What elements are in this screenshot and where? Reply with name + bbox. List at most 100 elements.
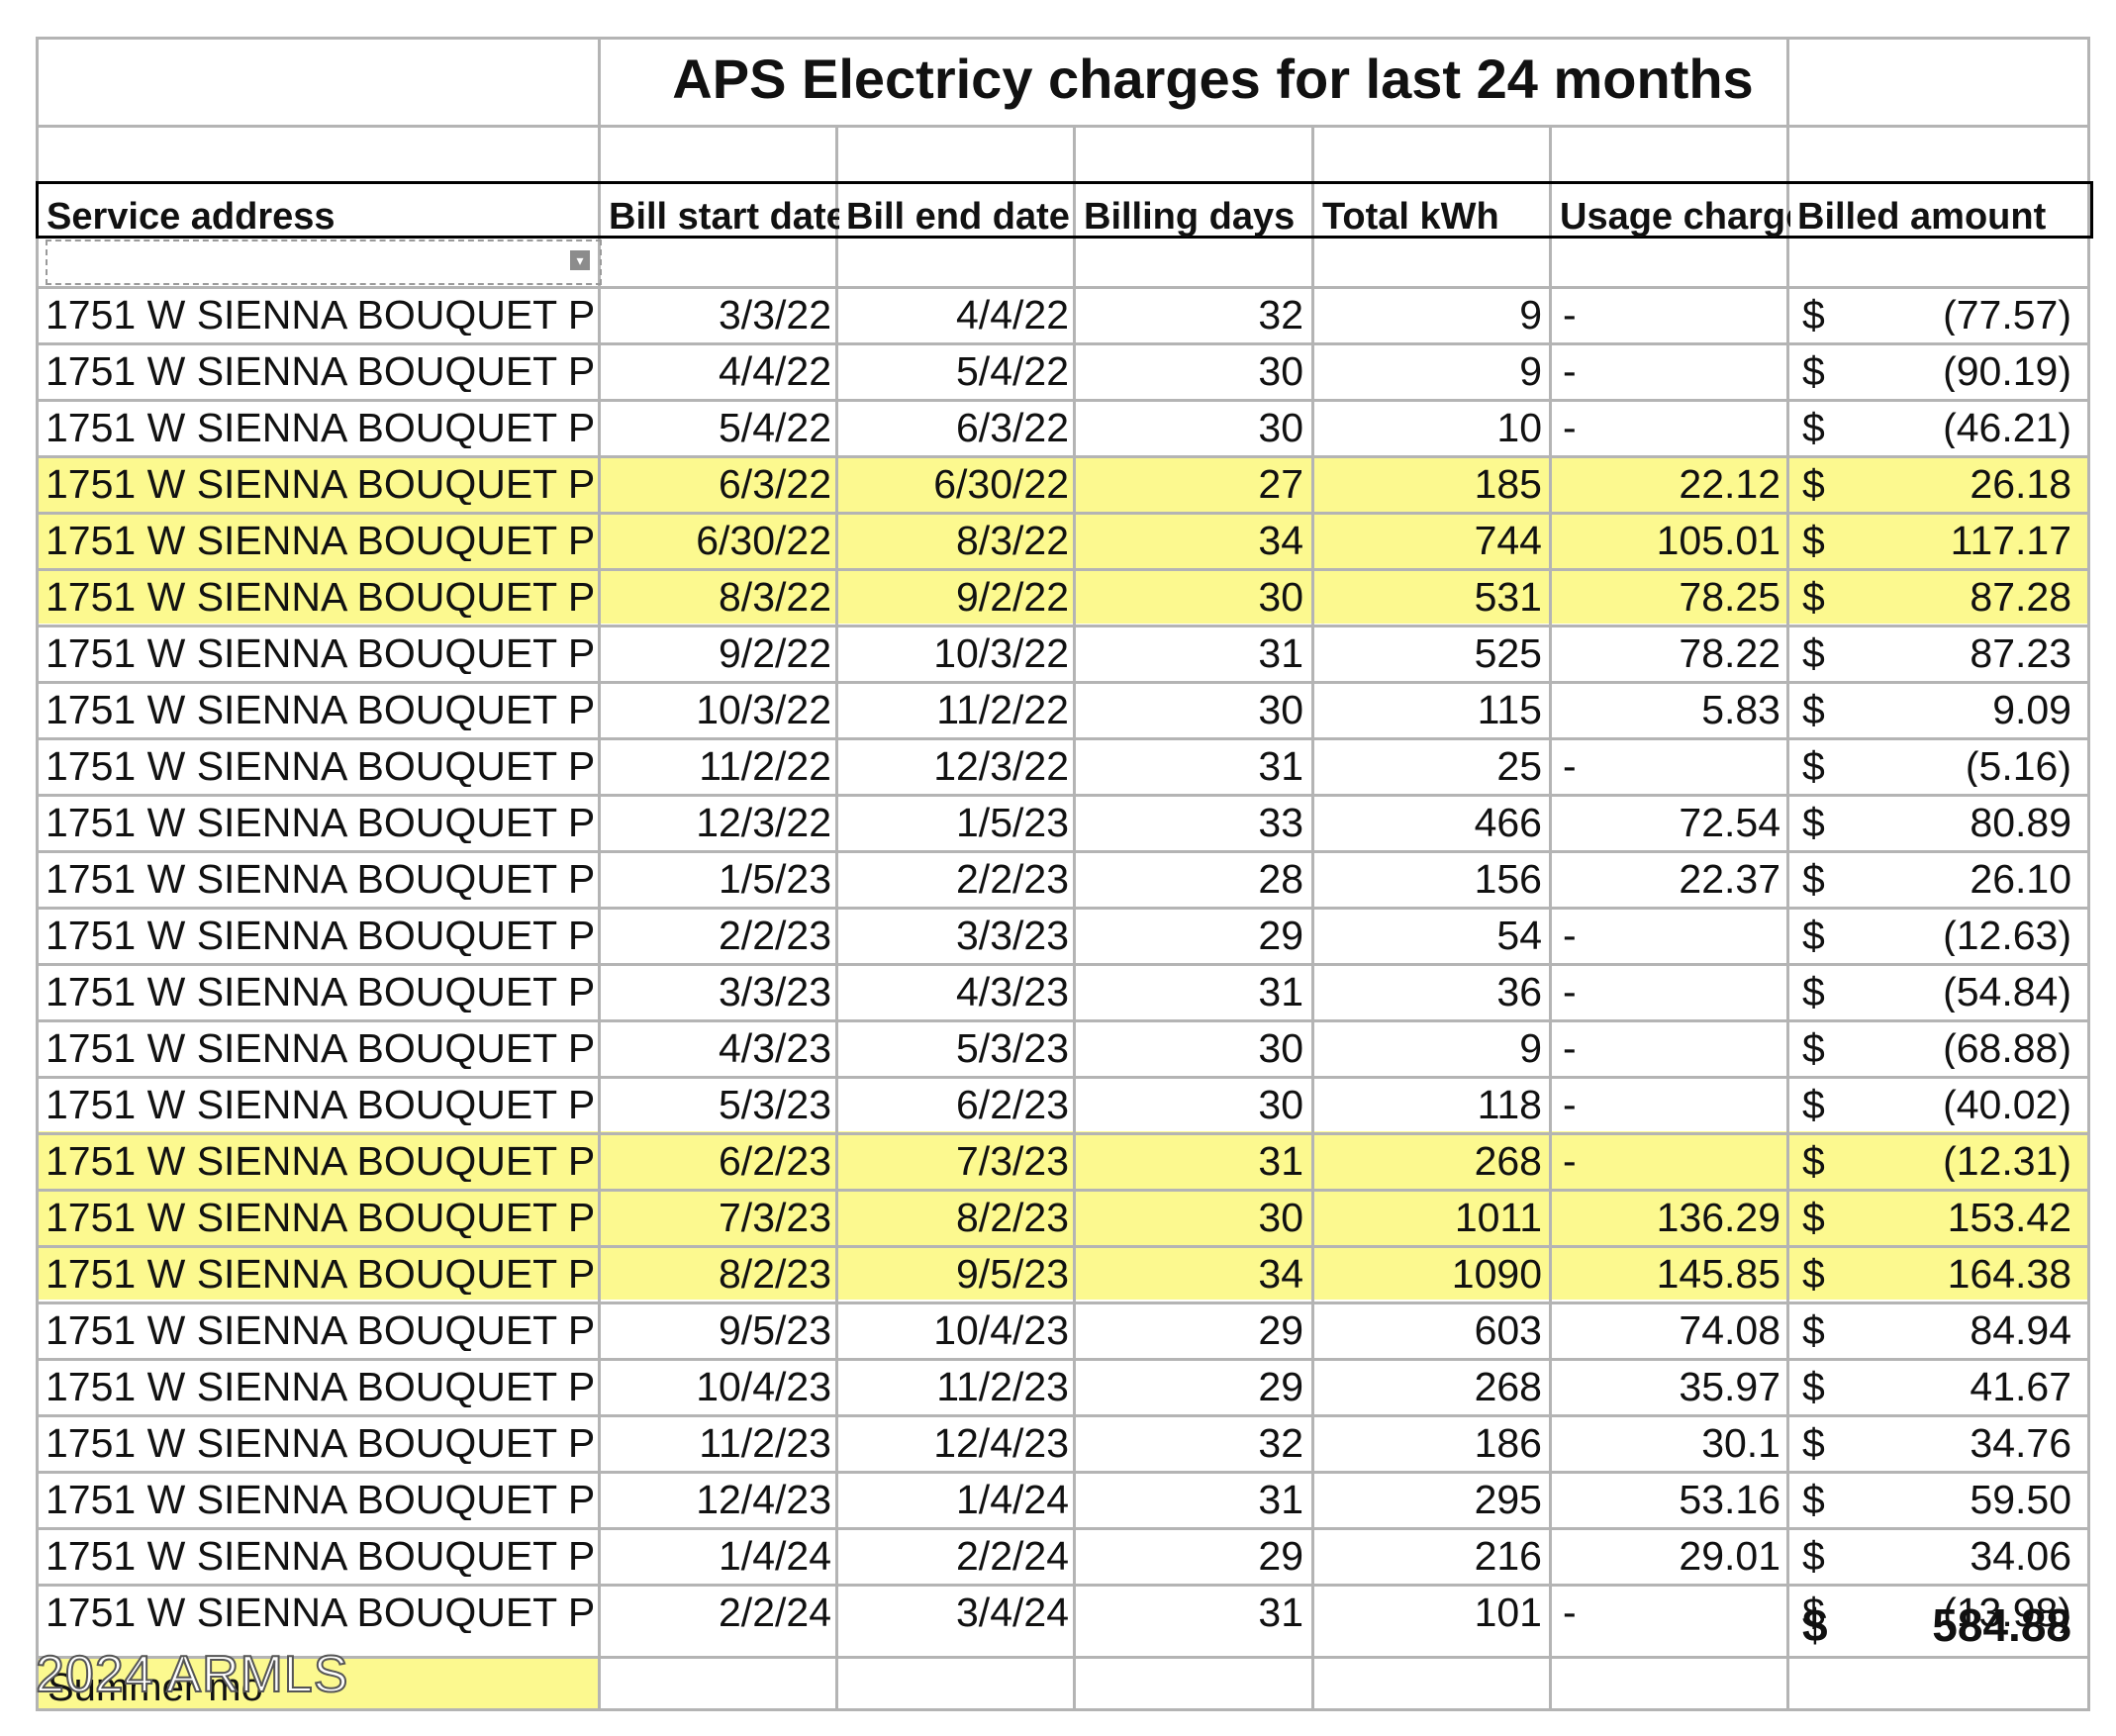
cell-billing-days[interactable]: 31: [1258, 1592, 1303, 1633]
cell-total-kwh[interactable]: 1011: [1454, 1198, 1542, 1238]
cell-billing-days[interactable]: 29: [1258, 916, 1303, 956]
cell-service-address[interactable]: 1751 W SIENNA BOUQUET PL, P: [46, 577, 598, 618]
cell-billing-days[interactable]: 30: [1258, 351, 1303, 392]
cell-billed-currency[interactable]: $: [1802, 295, 1825, 336]
cell-billed-currency[interactable]: $: [1802, 1254, 1825, 1295]
cell-bill-end-date[interactable]: 3/3/23: [956, 916, 1069, 956]
cell-billing-days[interactable]: 27: [1258, 464, 1303, 505]
cell-bill-end-date[interactable]: 2/2/23: [956, 859, 1069, 900]
cell-billed-amount[interactable]: 41.67: [1970, 1367, 2071, 1407]
cell-bill-end-date[interactable]: 6/2/23: [956, 1085, 1069, 1125]
cell-usage-charge[interactable]: 35.97: [1679, 1367, 1780, 1407]
cell-usage-charge[interactable]: 30.1: [1701, 1423, 1780, 1464]
cell-usage-charge[interactable]: 22.37: [1679, 859, 1780, 900]
cell-billed-currency[interactable]: $: [1802, 1592, 1825, 1633]
cell-billed-amount[interactable]: 87.28: [1970, 577, 2071, 618]
cell-bill-end-date[interactable]: 1/5/23: [956, 803, 1069, 843]
cell-billing-days[interactable]: 31: [1258, 746, 1303, 787]
cell-billed-amount[interactable]: 59.50: [1970, 1480, 2071, 1520]
cell-bill-start-date[interactable]: 8/3/22: [719, 577, 831, 618]
cell-bill-end-date[interactable]: 2/2/24: [956, 1536, 1069, 1577]
cell-bill-start-date[interactable]: 10/3/22: [696, 690, 831, 730]
cell-bill-end-date[interactable]: 6/30/22: [933, 464, 1069, 505]
header-usage-charge[interactable]: Usage charge: [1560, 196, 1790, 238]
cell-billed-currency[interactable]: $: [1802, 1536, 1825, 1577]
cell-service-address[interactable]: 1751 W SIENNA BOUQUET PL, P: [46, 972, 598, 1013]
cell-total-kwh[interactable]: 268: [1474, 1367, 1542, 1407]
cell-service-address[interactable]: 1751 W SIENNA BOUQUET PL, P: [46, 1198, 598, 1238]
cell-service-address[interactable]: 1751 W SIENNA BOUQUET PL, P: [46, 408, 598, 448]
cell-billed-currency[interactable]: $: [1802, 1423, 1825, 1464]
cell-billed-currency[interactable]: $: [1802, 521, 1825, 561]
cell-bill-start-date[interactable]: 3/3/22: [719, 295, 831, 336]
cell-usage-charge[interactable]: 145.85: [1656, 1254, 1780, 1295]
cell-total-kwh[interactable]: 10: [1496, 408, 1542, 448]
cell-usage-charge[interactable]: -: [1563, 1592, 1577, 1633]
cell-total-kwh[interactable]: 531: [1474, 577, 1542, 618]
cell-service-address[interactable]: 1751 W SIENNA BOUQUET PL, P: [46, 746, 598, 787]
cell-total-kwh[interactable]: 101: [1474, 1592, 1542, 1633]
cell-billed-amount[interactable]: (68.88): [1943, 1028, 2071, 1069]
cell-total-kwh[interactable]: 295: [1474, 1480, 1542, 1520]
cell-bill-start-date[interactable]: 10/4/23: [696, 1367, 831, 1407]
cell-total-kwh[interactable]: 268: [1474, 1141, 1542, 1182]
cell-billed-currency[interactable]: $: [1802, 916, 1825, 956]
cell-billed-currency[interactable]: $: [1802, 859, 1825, 900]
cell-billed-amount[interactable]: (54.84): [1943, 972, 2071, 1013]
cell-bill-start-date[interactable]: 4/4/22: [719, 351, 831, 392]
cell-billed-currency[interactable]: $: [1802, 746, 1825, 787]
cell-billed-amount[interactable]: (40.02): [1943, 1085, 2071, 1125]
cell-usage-charge[interactable]: 72.54: [1679, 803, 1780, 843]
cell-billed-amount[interactable]: (13.98): [1943, 1592, 2071, 1633]
cell-total-kwh[interactable]: 54: [1496, 916, 1542, 956]
cell-bill-start-date[interactable]: 2/2/23: [719, 916, 831, 956]
cell-bill-end-date[interactable]: 7/3/23: [956, 1141, 1069, 1182]
cell-billed-currency[interactable]: $: [1802, 351, 1825, 392]
cell-total-kwh[interactable]: 9: [1519, 1028, 1542, 1069]
cell-usage-charge[interactable]: 78.22: [1679, 633, 1780, 674]
cell-bill-start-date[interactable]: 6/3/22: [719, 464, 831, 505]
cell-billed-amount[interactable]: 26.10: [1970, 859, 2071, 900]
cell-billed-currency[interactable]: $: [1802, 1480, 1825, 1520]
cell-billed-currency[interactable]: $: [1802, 803, 1825, 843]
cell-billed-currency[interactable]: $: [1802, 577, 1825, 618]
cell-bill-end-date[interactable]: 5/4/22: [956, 351, 1069, 392]
cell-bill-end-date[interactable]: 10/3/22: [933, 633, 1069, 674]
cell-service-address[interactable]: 1751 W SIENNA BOUQUET PL, P: [46, 1028, 598, 1069]
cell-usage-charge[interactable]: -: [1563, 295, 1577, 336]
cell-bill-start-date[interactable]: 9/2/22: [719, 633, 831, 674]
cell-bill-start-date[interactable]: 2/2/24: [719, 1592, 831, 1633]
cell-billing-days[interactable]: 30: [1258, 1198, 1303, 1238]
cell-billing-days[interactable]: 31: [1258, 972, 1303, 1013]
cell-bill-end-date[interactable]: 11/2/23: [936, 1367, 1069, 1407]
cell-bill-end-date[interactable]: 9/2/22: [956, 577, 1069, 618]
cell-bill-end-date[interactable]: 1/4/24: [956, 1480, 1069, 1520]
cell-billing-days[interactable]: 32: [1258, 1423, 1303, 1464]
cell-usage-charge[interactable]: -: [1563, 916, 1577, 956]
cell-bill-end-date[interactable]: 6/3/22: [956, 408, 1069, 448]
cell-total-kwh[interactable]: 216: [1474, 1536, 1542, 1577]
cell-billing-days[interactable]: 28: [1258, 859, 1303, 900]
selected-cell[interactable]: [46, 240, 602, 285]
cell-billed-amount[interactable]: 9.09: [1992, 690, 2071, 730]
cell-billing-days[interactable]: 32: [1258, 295, 1303, 336]
cell-billed-currency[interactable]: $: [1802, 972, 1825, 1013]
cell-billed-currency[interactable]: $: [1802, 690, 1825, 730]
cell-total-kwh[interactable]: 603: [1474, 1310, 1542, 1351]
cell-bill-start-date[interactable]: 9/5/23: [719, 1310, 831, 1351]
cell-service-address[interactable]: 1751 W SIENNA BOUQUET PL, P: [46, 1592, 598, 1633]
cell-billed-currency[interactable]: $: [1802, 1310, 1825, 1351]
cell-bill-start-date[interactable]: 1/4/24: [719, 1536, 831, 1577]
cell-billing-days[interactable]: 30: [1258, 1028, 1303, 1069]
cell-bill-end-date[interactable]: 5/3/23: [956, 1028, 1069, 1069]
cell-service-address[interactable]: 1751 W SIENNA BOUQUET PL, P: [46, 633, 598, 674]
cell-bill-end-date[interactable]: 8/2/23: [956, 1198, 1069, 1238]
cell-total-kwh[interactable]: 525: [1474, 633, 1542, 674]
cell-billed-currency[interactable]: $: [1802, 1028, 1825, 1069]
cell-total-kwh[interactable]: 118: [1477, 1085, 1542, 1125]
cell-usage-charge[interactable]: -: [1563, 408, 1577, 448]
cell-billed-amount[interactable]: 34.06: [1970, 1536, 2071, 1577]
cell-billed-currency[interactable]: $: [1802, 1198, 1825, 1238]
cell-service-address[interactable]: 1751 W SIENNA BOUQUET PL, P: [46, 859, 598, 900]
cell-bill-start-date[interactable]: 4/3/23: [719, 1028, 831, 1069]
